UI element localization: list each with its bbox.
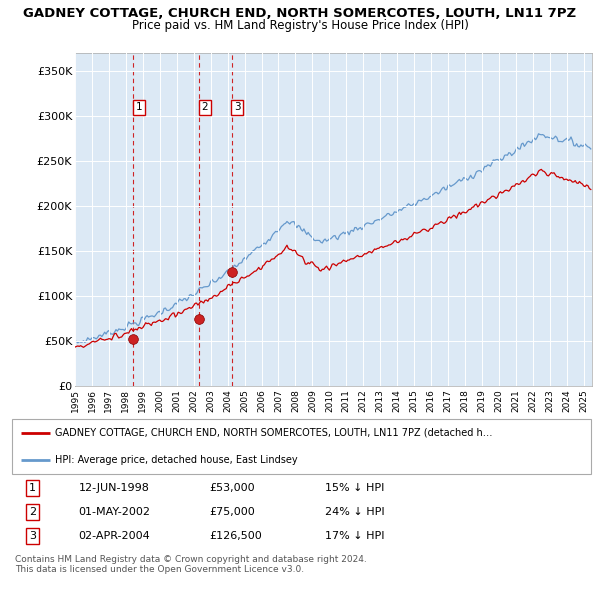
Text: £126,500: £126,500 (209, 531, 262, 541)
FancyBboxPatch shape (12, 419, 591, 474)
Text: GADNEY COTTAGE, CHURCH END, NORTH SOMERCOTES, LOUTH, LN11 7PZ: GADNEY COTTAGE, CHURCH END, NORTH SOMERC… (23, 7, 577, 20)
Text: 2: 2 (202, 102, 208, 112)
Text: 2: 2 (29, 507, 36, 517)
Text: 02-APR-2004: 02-APR-2004 (79, 531, 151, 541)
Text: Price paid vs. HM Land Registry's House Price Index (HPI): Price paid vs. HM Land Registry's House … (131, 19, 469, 32)
Text: GADNEY COTTAGE, CHURCH END, NORTH SOMERCOTES, LOUTH, LN11 7PZ (detached h…: GADNEY COTTAGE, CHURCH END, NORTH SOMERC… (55, 428, 493, 438)
Text: 12-JUN-1998: 12-JUN-1998 (79, 483, 149, 493)
Text: 1: 1 (136, 102, 142, 112)
Text: Contains HM Land Registry data © Crown copyright and database right 2024.: Contains HM Land Registry data © Crown c… (15, 555, 367, 563)
Text: 01-MAY-2002: 01-MAY-2002 (79, 507, 151, 517)
Text: 3: 3 (234, 102, 241, 112)
Text: This data is licensed under the Open Government Licence v3.0.: This data is licensed under the Open Gov… (15, 565, 304, 574)
Text: 3: 3 (29, 531, 36, 541)
Text: 24% ↓ HPI: 24% ↓ HPI (325, 507, 384, 517)
Text: £75,000: £75,000 (209, 507, 254, 517)
Text: £53,000: £53,000 (209, 483, 254, 493)
Text: 1: 1 (29, 483, 36, 493)
Text: 15% ↓ HPI: 15% ↓ HPI (325, 483, 384, 493)
Text: HPI: Average price, detached house, East Lindsey: HPI: Average price, detached house, East… (55, 455, 298, 465)
Text: 17% ↓ HPI: 17% ↓ HPI (325, 531, 384, 541)
